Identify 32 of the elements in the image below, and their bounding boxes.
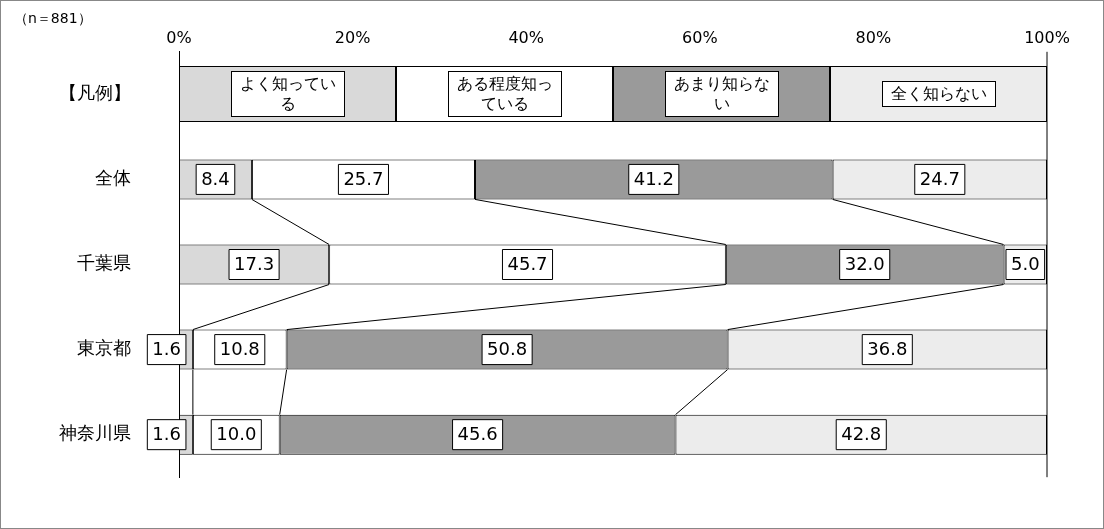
legend-title: 【凡例】 (59, 82, 131, 104)
data-label: 5.0 (1010, 253, 1040, 275)
x-tick-label: 20% (334, 28, 371, 48)
text: 全く知らない (881, 81, 996, 108)
data-label: 32.0 (844, 253, 885, 275)
data-label: 45.6 (457, 423, 498, 445)
data-label: 42.8 (841, 423, 882, 445)
text: （n＝881） (14, 10, 92, 28)
y-tick-label: 全体 (95, 167, 131, 189)
data-label: 17.3 (234, 253, 275, 275)
x-tick-label: 60% (682, 28, 718, 48)
x-tick-label: 80% (855, 28, 892, 48)
data-label: 24.7 (919, 168, 960, 190)
x-tick-label: 40% (508, 28, 544, 48)
text: よく知っている (230, 71, 345, 118)
x-tick-label: 100% (1024, 28, 1070, 48)
data-label: 1.6 (152, 423, 181, 445)
y-tick-label: 東京都 (77, 337, 131, 359)
x-tick-label: 0% (166, 28, 192, 48)
y-tick-label: 千葉県 (77, 252, 131, 274)
data-label: 45.7 (507, 253, 548, 275)
data-label: 10.8 (219, 338, 260, 360)
data-label: 41.2 (633, 168, 674, 190)
data-label: 10.0 (216, 423, 257, 445)
data-label: 8.4 (201, 168, 230, 190)
data-label: 50.8 (487, 338, 528, 360)
data-label: 25.7 (343, 168, 384, 190)
y-tick-label: 神奈川県 (59, 422, 131, 444)
data-label: 1.6 (152, 338, 181, 360)
text: ある程度知っている (447, 71, 562, 118)
data-label: 36.8 (867, 338, 908, 360)
text: あまり知らない (664, 71, 779, 118)
